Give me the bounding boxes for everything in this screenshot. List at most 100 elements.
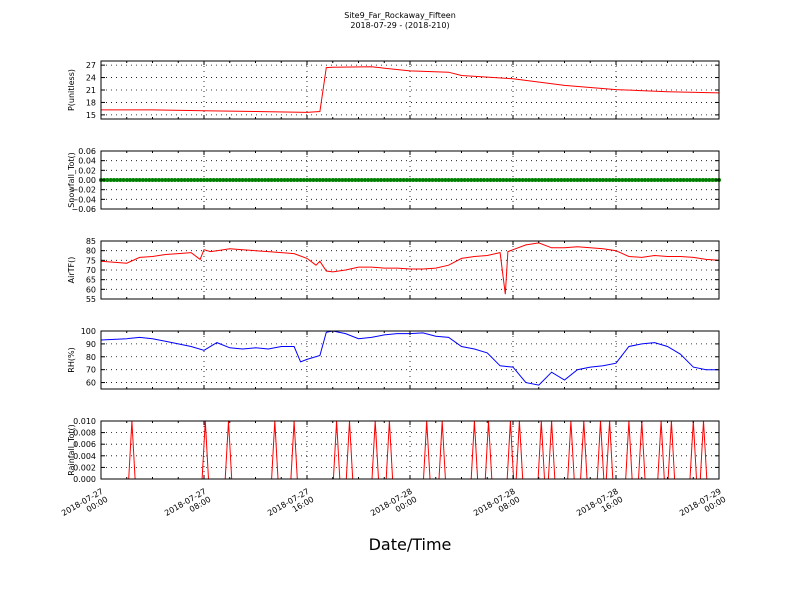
data-point — [597, 178, 602, 182]
data-point — [108, 178, 113, 182]
series-line — [100, 330, 719, 386]
data-point — [482, 178, 486, 182]
data-point — [147, 178, 152, 182]
data-point — [128, 178, 132, 182]
data-point — [408, 178, 412, 182]
y-tick-label: 0.010 — [73, 417, 96, 426]
y-axis-label: Rainfall_Tot() — [67, 424, 76, 476]
data-point — [205, 178, 210, 182]
x-axis-tick-labels: 2018-07-2700:00 2018-07-2708:00 2018-07-27… — [60, 487, 727, 526]
y-tick-label: 0.04 — [78, 157, 96, 166]
data-point — [321, 178, 326, 182]
figure-title: Site9_Far_Rockaway_Fifteen — [344, 11, 456, 20]
data-point — [494, 178, 499, 182]
data-point — [671, 178, 676, 182]
data-point — [253, 178, 258, 182]
y-tick-label: 80 — [86, 247, 96, 256]
data-point — [639, 178, 644, 182]
data-point — [594, 178, 599, 182]
series-line — [101, 66, 720, 113]
data-point — [659, 178, 664, 182]
data-point — [369, 178, 374, 182]
data-point — [501, 178, 506, 182]
y-axis-label: AirTF() — [67, 257, 76, 284]
x-tick-label: 2018-07-2708:00 — [163, 487, 212, 526]
data-point — [710, 178, 715, 182]
data-point — [401, 178, 406, 182]
data-point — [137, 178, 142, 182]
data-point — [105, 178, 110, 182]
data-point — [359, 178, 364, 182]
data-point — [202, 178, 206, 182]
data-point — [327, 178, 332, 182]
data-point — [636, 178, 641, 182]
x-tick-label: 2018-07-2816:00 — [575, 487, 624, 526]
data-point — [556, 178, 561, 182]
data-point — [366, 178, 371, 182]
data-point — [134, 178, 139, 182]
data-point — [523, 178, 528, 182]
data-point — [681, 178, 686, 182]
x-tick-label: 2018-07-2900:00 — [678, 487, 727, 526]
data-point — [623, 178, 628, 182]
data-point — [549, 178, 554, 182]
data-point — [337, 178, 342, 182]
data-point — [334, 178, 338, 182]
y-tick-label: 60 — [86, 285, 96, 294]
x-tick-label: 2018-07-2800:00 — [369, 487, 418, 526]
data-point — [614, 178, 618, 182]
data-point — [314, 178, 319, 182]
data-point — [111, 178, 116, 182]
tick-marks — [100, 420, 720, 480]
data-point — [697, 178, 702, 182]
tick-marks — [100, 240, 720, 300]
data-point — [247, 178, 252, 182]
data-point — [324, 178, 329, 182]
y-tick-label: 18 — [86, 98, 96, 107]
data-point — [536, 178, 541, 182]
data-point — [517, 178, 522, 182]
data-point — [153, 178, 158, 182]
data-point — [568, 178, 573, 182]
data-point — [198, 178, 203, 182]
data-point — [507, 178, 512, 182]
data-point — [427, 178, 432, 182]
data-point — [185, 178, 190, 182]
data-point — [385, 178, 390, 182]
data-point — [433, 178, 438, 182]
data-point — [530, 178, 535, 182]
data-point — [124, 178, 129, 182]
series-line — [100, 242, 720, 295]
data-point — [520, 178, 525, 182]
data-point — [459, 178, 464, 182]
data-point — [276, 178, 280, 182]
data-point — [163, 178, 168, 182]
data-point — [398, 178, 403, 182]
data-point — [395, 178, 400, 182]
data-point — [610, 178, 615, 182]
data-point — [453, 178, 458, 182]
data-point — [121, 178, 126, 182]
y-tick-label: −0.06 — [71, 205, 96, 214]
x-tick-label: 2018-07-2808:00 — [472, 487, 521, 526]
tick-marks — [100, 61, 720, 119]
y-tick-label: 0.004 — [73, 452, 96, 461]
data-point — [372, 178, 377, 182]
data-point — [350, 178, 355, 182]
grid-lines — [100, 330, 720, 389]
data-point — [218, 178, 223, 182]
data-point — [330, 178, 335, 182]
y-tick-label: 85 — [86, 237, 96, 246]
data-point — [234, 178, 239, 182]
y-tick-label: 27 — [86, 61, 96, 70]
data-point — [391, 178, 396, 182]
data-point — [620, 178, 625, 182]
data-point — [572, 178, 577, 182]
data-point — [626, 178, 631, 182]
data-point — [414, 178, 419, 182]
data-point — [285, 178, 290, 182]
data-point — [562, 178, 567, 182]
data-point — [263, 178, 268, 182]
data-point — [652, 178, 657, 182]
